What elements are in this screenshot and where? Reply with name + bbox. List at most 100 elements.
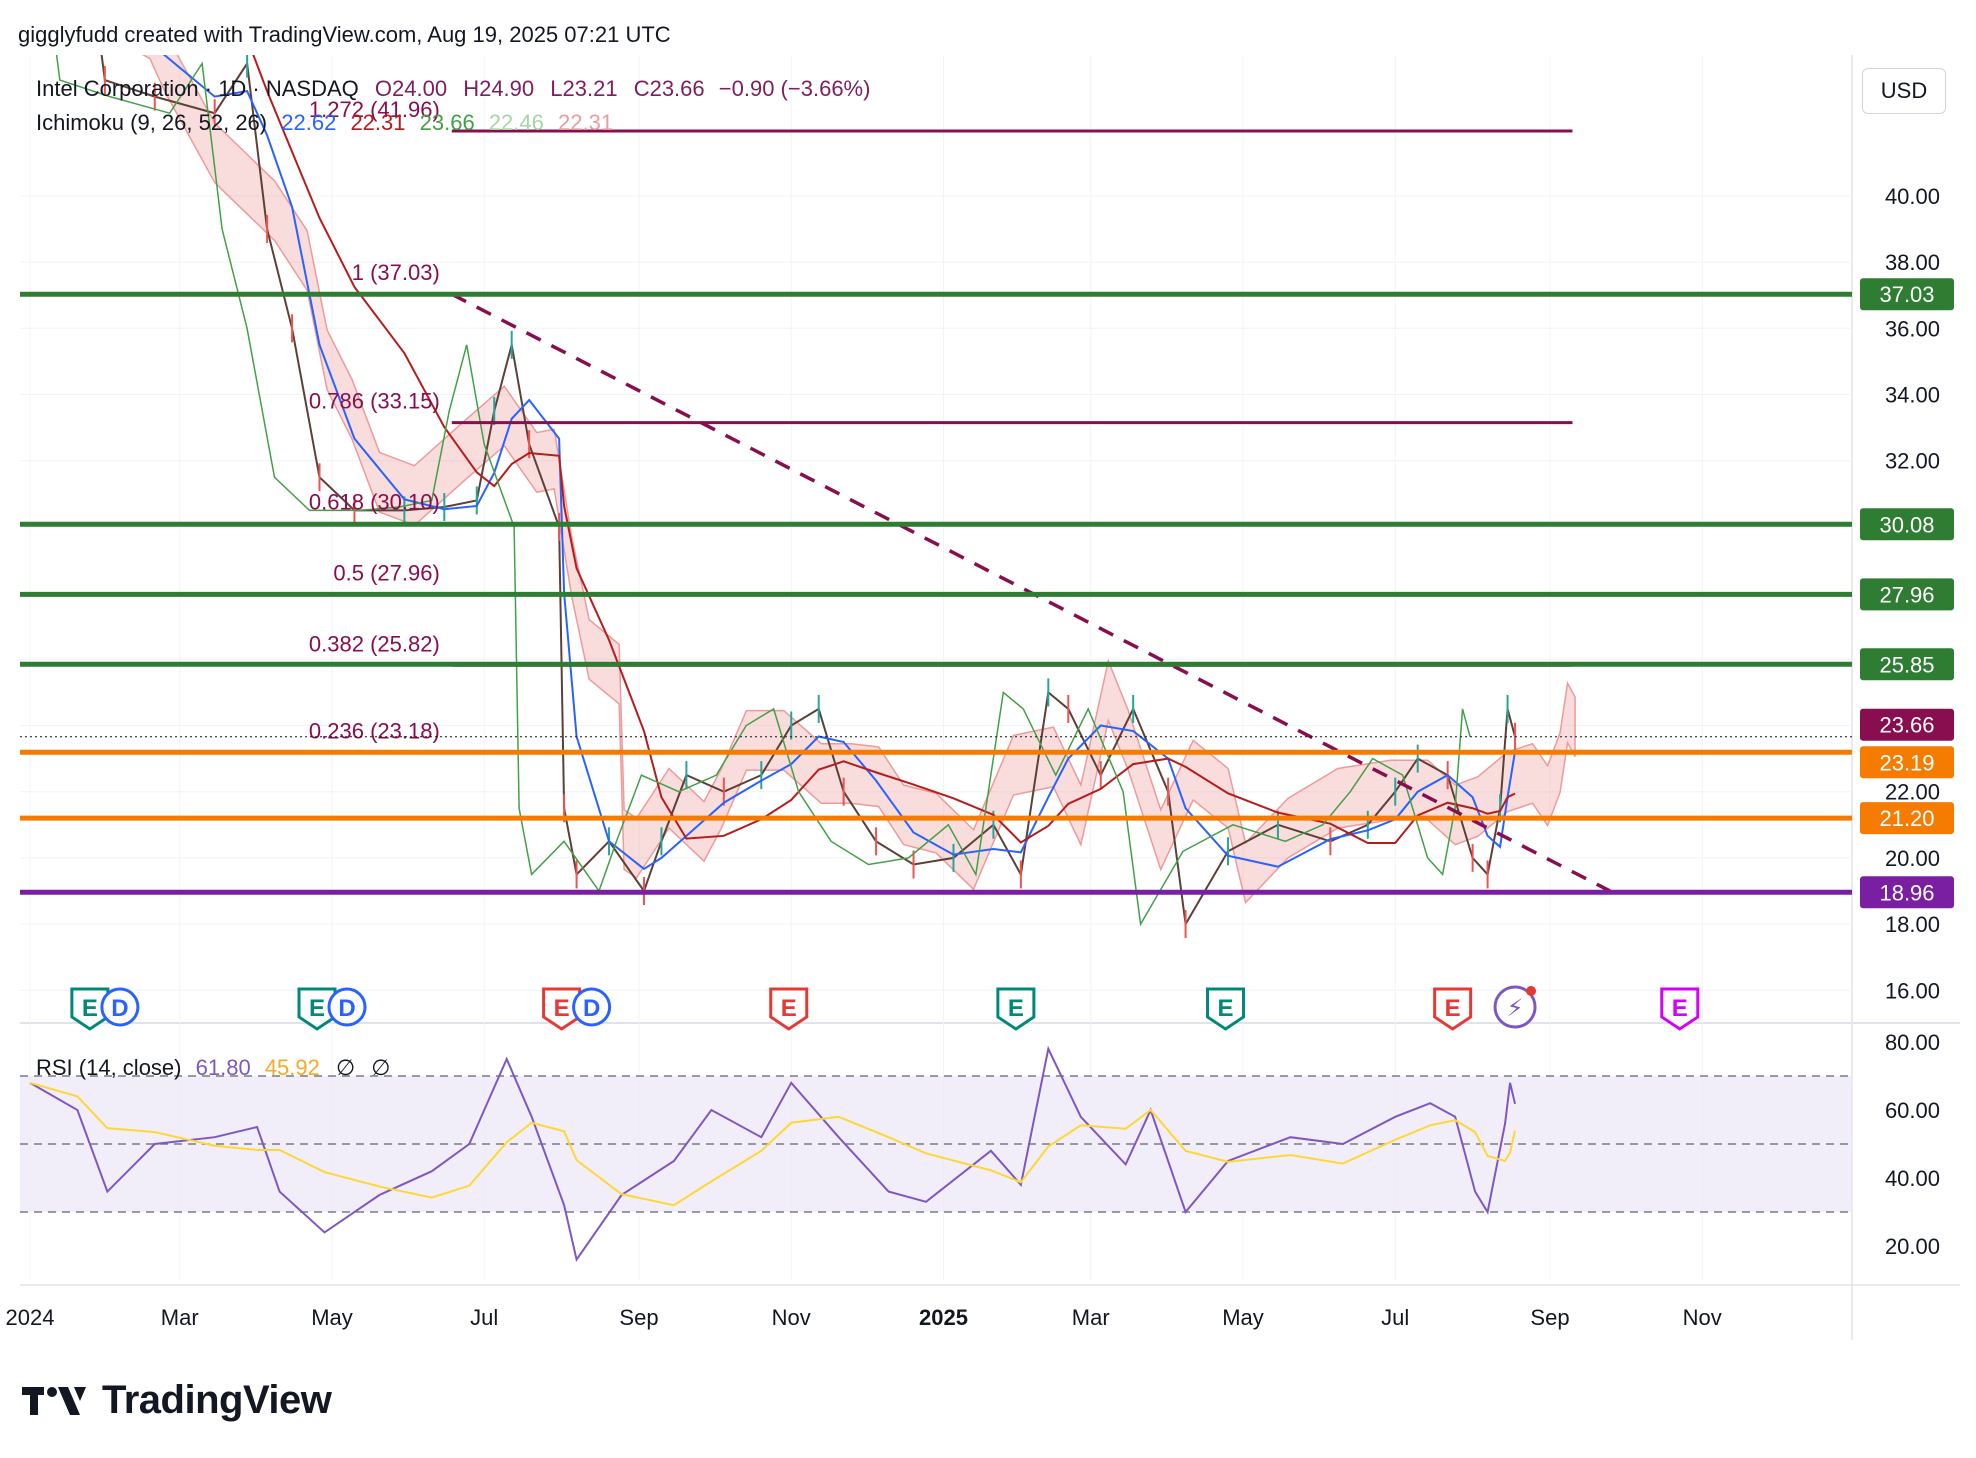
price-tag-label: 25.85 xyxy=(1879,652,1934,677)
earnings-event-glyph: E xyxy=(554,995,570,1022)
earnings-event-glyph: E xyxy=(1218,995,1234,1022)
time-axis-tick-label: Nov xyxy=(1683,1305,1722,1330)
time-axis-tick-label: May xyxy=(1222,1305,1264,1330)
price-axis-tick-label: 20.00 xyxy=(1885,846,1940,871)
rsi-empty-value-2: ∅ xyxy=(371,1055,391,1080)
rsi-ma-line xyxy=(29,1081,1517,1207)
earnings-event-icon[interactable] xyxy=(1433,987,1473,1031)
price-axis-tick-label: 16.00 xyxy=(1885,978,1940,1003)
dividend-event-icon[interactable] xyxy=(572,987,612,1027)
price-axis-tick-label: 32.00 xyxy=(1885,449,1940,474)
fib-level-label: 0.618 (30.10) xyxy=(309,490,440,515)
ohlc-high: H24.90 xyxy=(463,76,535,101)
spark-event-glyph: ⚡ xyxy=(1507,994,1524,1022)
time-axis-tick-label: May xyxy=(311,1305,353,1330)
currency-button[interactable]: USD xyxy=(1862,68,1946,114)
earnings-event-glyph: E xyxy=(82,995,98,1022)
ichimoku-legend[interactable]: Ichimoku (9, 26, 52, 26) 22.62 22.31 23.… xyxy=(36,110,613,136)
fib-level-label: 0.786 (33.15) xyxy=(309,389,440,414)
time-axis-tick-label: Sep xyxy=(1530,1305,1569,1330)
time-axis-tick-label: 2025 xyxy=(919,1305,968,1330)
credit-line: gigglyfudd created with TradingView.com,… xyxy=(18,22,671,47)
ichimoku-spanA-value: 22.46 xyxy=(488,110,544,135)
earnings-event-icon[interactable] xyxy=(996,987,1036,1031)
price-tag-label: 27.96 xyxy=(1879,582,1934,607)
price-tag-label: 37.03 xyxy=(1879,282,1934,307)
price-tag-label: 18.96 xyxy=(1879,880,1934,905)
price-axis-tick-label: 38.00 xyxy=(1885,250,1940,275)
dividend-event-glyph: D xyxy=(338,995,355,1022)
earnings-event-icon[interactable] xyxy=(1206,987,1246,1031)
rsi-axis-tick-label: 20.00 xyxy=(1885,1234,1940,1259)
rsi-label: RSI (14, close) xyxy=(36,1055,182,1080)
earnings-event-icon[interactable] xyxy=(297,987,337,1031)
fib-level-label: 0.236 (23.18) xyxy=(309,719,440,744)
earnings-event-glyph: E xyxy=(1672,995,1688,1022)
ohlc-open: O24.00 xyxy=(374,76,448,101)
earnings-event-icon[interactable] xyxy=(1660,987,1700,1031)
rsi-line xyxy=(29,1045,1517,1263)
tradingview-brand[interactable]: TradingView xyxy=(22,1378,332,1423)
price-pane: 1.272 (41.96) 1 (37.03) 0.786 (33.15) 0.618… xyxy=(20,55,1852,939)
earnings-event-icon[interactable] xyxy=(70,987,110,1031)
symbol-line: Intel Corporation · 1D · NASDAQ O24.00 H… xyxy=(36,76,870,102)
time-axis-tick-label: Nov xyxy=(772,1305,811,1330)
spark-event-icon[interactable] xyxy=(1493,985,1537,1029)
fib-level-label: 0.5 (27.96) xyxy=(333,560,439,585)
earnings-event-glyph: E xyxy=(1445,995,1461,1022)
dividend-event-icon[interactable] xyxy=(327,987,367,1027)
symbol-name[interactable]: Intel Corporation · 1D · NASDAQ xyxy=(36,76,359,101)
rsi-pane xyxy=(20,1045,1852,1263)
time-axis-tick-label: Mar xyxy=(161,1305,199,1330)
ohlc-low: L23.21 xyxy=(550,76,618,101)
price-axis-tick-label: 34.00 xyxy=(1885,383,1940,408)
price-axis-tick-label: 18.00 xyxy=(1885,912,1940,937)
price-tag-box xyxy=(1860,648,1954,681)
time-axis-tick-label: Mar xyxy=(1072,1305,1110,1330)
rsi-value: 61.80 xyxy=(195,1055,251,1080)
rsi-ma-value: 45.92 xyxy=(264,1055,320,1080)
earnings-event-icon[interactable] xyxy=(542,987,582,1031)
time-axis-tick-label: 2024 xyxy=(6,1305,55,1330)
ohlc-close: C23.66 xyxy=(633,76,705,101)
earnings-event-icon[interactable] xyxy=(769,987,809,1031)
price-tag-label: 23.19 xyxy=(1879,750,1934,775)
tradingview-logo-icon xyxy=(22,1386,86,1415)
ichimoku-lagging-line xyxy=(55,55,1471,927)
time-axis-tick-label: Jul xyxy=(470,1305,498,1330)
price-tag-box xyxy=(1860,746,1954,779)
price-axis-tick-label: 36.00 xyxy=(1885,316,1940,341)
ichimoku-spanB-value: 22.31 xyxy=(558,110,614,135)
rsi-axis-tick-label: 60.00 xyxy=(1885,1098,1940,1123)
price-tag-label: 30.08 xyxy=(1879,512,1934,537)
spark-notification-dot xyxy=(1526,986,1537,996)
ichimoku-kijun-value: 22.31 xyxy=(350,110,406,135)
time-axis-tick-label: Sep xyxy=(619,1305,658,1330)
price-axis-tick-label: 22.00 xyxy=(1885,780,1940,805)
price-tag-box xyxy=(1860,708,1954,741)
price-tag-box xyxy=(1860,802,1954,835)
earnings-event-glyph: E xyxy=(781,995,797,1022)
price-tag-box xyxy=(1860,578,1954,611)
dividend-event-icon[interactable] xyxy=(100,987,140,1027)
rsi-axis-tick-label: 40.00 xyxy=(1885,1166,1940,1191)
rsi-empty-value-1: ∅ xyxy=(336,1055,356,1080)
ichimoku-lagging-value: 23.66 xyxy=(419,110,475,135)
fib-level-label: 1.272 (41.96) xyxy=(309,97,440,122)
tradingview-wordmark: TradingView xyxy=(102,1378,332,1422)
price-tag-label: 21.20 xyxy=(1879,806,1934,831)
earnings-event-glyph: E xyxy=(1008,995,1024,1022)
rsi-legend[interactable]: RSI (14, close) 61.80 45.92 ∅ ∅ xyxy=(36,1055,390,1081)
ichimoku-tenkan-value: 22.62 xyxy=(281,110,337,135)
price-series-line xyxy=(100,55,1517,928)
ichimoku-kijun-line xyxy=(252,55,1516,844)
ichimoku-tenkan-line xyxy=(162,55,1517,871)
price-tag-label: 23.66 xyxy=(1879,713,1934,738)
fib-level-label: 1 (37.03) xyxy=(352,260,440,285)
earnings-event-glyph: E xyxy=(309,995,325,1022)
ichimoku-label: Ichimoku (9, 26, 52, 26) xyxy=(36,110,268,135)
price-tag-box xyxy=(1860,876,1954,909)
dividend-event-glyph: D xyxy=(583,995,600,1022)
time-axis-tick-label: Jul xyxy=(1381,1305,1409,1330)
